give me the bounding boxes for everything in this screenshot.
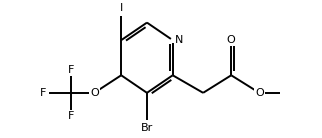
Text: N: N (175, 35, 184, 45)
Text: O: O (90, 88, 99, 98)
Text: I: I (119, 3, 123, 13)
Text: F: F (68, 65, 74, 75)
Text: O: O (227, 35, 236, 45)
Text: F: F (68, 111, 74, 121)
Text: Br: Br (141, 123, 153, 133)
Text: F: F (40, 88, 46, 98)
Text: O: O (255, 88, 264, 98)
